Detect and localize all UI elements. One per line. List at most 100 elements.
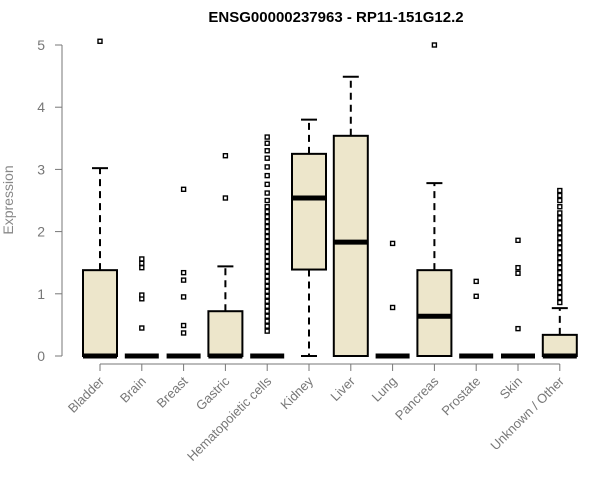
outlier-point bbox=[180, 330, 187, 336]
outlier-point bbox=[264, 172, 270, 179]
box-group bbox=[124, 256, 159, 359]
outlier-point bbox=[557, 294, 563, 301]
outlier-point bbox=[557, 230, 563, 236]
box-group bbox=[207, 153, 244, 359]
box-group bbox=[250, 134, 285, 359]
outlier-point bbox=[139, 256, 145, 262]
y-tick-label: 0 bbox=[37, 348, 45, 364]
outlier-point bbox=[557, 215, 563, 221]
outlier-point bbox=[264, 213, 270, 220]
outlier-point bbox=[557, 204, 563, 210]
outlier-point bbox=[264, 258, 270, 265]
x-category-label: Unknown / Other bbox=[487, 373, 567, 453]
y-tick-label: 1 bbox=[37, 286, 45, 302]
x-category-label: Bladder bbox=[65, 373, 108, 416]
outlier-point bbox=[264, 204, 270, 210]
outlier-point bbox=[264, 208, 270, 215]
x-category-label: Skin bbox=[497, 374, 525, 402]
outlier-point bbox=[557, 225, 563, 231]
x-category-label: Brain bbox=[117, 374, 149, 406]
outlier-point bbox=[264, 164, 270, 170]
y-tick-label: 3 bbox=[37, 161, 45, 177]
outlier-point bbox=[264, 233, 270, 240]
outlier-point bbox=[389, 304, 396, 311]
outlier-point bbox=[389, 240, 396, 247]
box-group bbox=[501, 237, 535, 359]
outlier-point bbox=[264, 248, 270, 255]
outlier-point bbox=[557, 255, 563, 261]
outlier-point bbox=[431, 42, 438, 48]
x-category-label: Breast bbox=[154, 373, 191, 410]
box-group bbox=[416, 42, 453, 357]
box-group bbox=[291, 118, 327, 357]
outlier-point bbox=[180, 269, 187, 276]
outlier-point bbox=[222, 153, 229, 159]
x-category-label: Kidney bbox=[277, 373, 316, 412]
outlier-point bbox=[557, 235, 563, 241]
outlier-point bbox=[264, 323, 270, 329]
outlier-point bbox=[557, 220, 563, 226]
outlier-point bbox=[139, 260, 145, 267]
outlier-point bbox=[139, 264, 145, 271]
outlier-point bbox=[557, 260, 563, 266]
outlier-point bbox=[473, 278, 479, 285]
chart-title: ENSG00000237963 - RP11-151G12.2 bbox=[208, 9, 463, 26]
outlier-point bbox=[515, 270, 521, 276]
outlier-point bbox=[264, 313, 270, 319]
outlier-point bbox=[557, 269, 563, 276]
outlier-point bbox=[264, 134, 270, 140]
outlier-point bbox=[557, 250, 563, 256]
outlier-point bbox=[557, 192, 563, 199]
outlier-point bbox=[473, 293, 479, 299]
outlier-point bbox=[264, 218, 270, 225]
box bbox=[541, 333, 578, 357]
outlier-point bbox=[264, 190, 270, 196]
outlier-point bbox=[180, 322, 187, 329]
box-group bbox=[375, 240, 410, 359]
outlier-point bbox=[557, 245, 563, 251]
outlier-point bbox=[180, 277, 187, 283]
outlier-point bbox=[139, 325, 145, 331]
outlier-point bbox=[264, 273, 270, 280]
box bbox=[332, 134, 369, 357]
box-group bbox=[166, 186, 201, 359]
outlier-point bbox=[264, 298, 270, 304]
outlier-point bbox=[264, 140, 270, 146]
box-group bbox=[82, 38, 118, 359]
box-group bbox=[459, 278, 494, 359]
outlier-point bbox=[557, 210, 563, 216]
box-group bbox=[541, 187, 578, 359]
y-tick-label: 4 bbox=[37, 99, 45, 115]
outlier-point bbox=[264, 328, 270, 334]
outlier-point bbox=[264, 288, 270, 295]
outlier-point bbox=[139, 292, 145, 298]
outlier-point bbox=[180, 294, 187, 300]
outlier-point bbox=[264, 308, 270, 314]
box bbox=[416, 269, 453, 357]
x-category-label: Lung bbox=[369, 374, 400, 405]
x-category-label: Prostate bbox=[438, 374, 483, 419]
outlier-point bbox=[264, 243, 270, 250]
outlier-point bbox=[264, 155, 270, 161]
box bbox=[291, 152, 327, 271]
x-category-label: Liver bbox=[327, 373, 358, 404]
outlier-point bbox=[264, 181, 270, 188]
outlier-point bbox=[557, 264, 563, 271]
outlier-point bbox=[180, 186, 187, 193]
plot-area bbox=[82, 38, 578, 359]
y-tick-label: 2 bbox=[37, 224, 45, 240]
outlier-point bbox=[557, 274, 563, 281]
outlier-point bbox=[264, 228, 270, 235]
outlier-point bbox=[222, 195, 229, 201]
outlier-point bbox=[264, 278, 270, 285]
outlier-point bbox=[557, 279, 563, 286]
y-tick-label: 5 bbox=[37, 37, 45, 53]
outlier-point bbox=[264, 268, 270, 275]
outlier-point bbox=[264, 223, 270, 230]
outlier-point bbox=[515, 325, 521, 332]
outlier-point bbox=[515, 237, 521, 244]
outlier-point bbox=[264, 283, 270, 290]
outlier-point bbox=[264, 238, 270, 245]
y-axis-title: Expression bbox=[0, 165, 16, 234]
